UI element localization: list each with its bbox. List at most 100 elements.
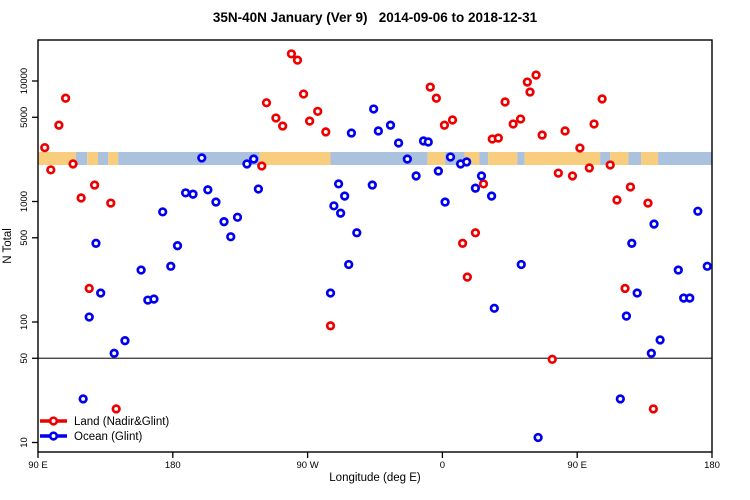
- data-point-land: [575, 143, 585, 153]
- data-point-land: [537, 130, 547, 140]
- x-tick-label: 180: [165, 460, 181, 471]
- data-point-ocean: [136, 265, 146, 275]
- data-point-ocean: [340, 191, 350, 201]
- data-point-land: [457, 238, 468, 248]
- data-point-ocean: [685, 293, 695, 303]
- data-point-land: [470, 228, 481, 238]
- plot-frame: [37, 39, 713, 453]
- y-tick-label: 10000: [19, 68, 30, 94]
- data-point-land: [425, 82, 435, 92]
- data-point-land: [292, 55, 303, 65]
- data-point-land: [478, 179, 489, 189]
- y-tick-label: 50: [19, 353, 30, 364]
- data-point-land: [597, 94, 607, 104]
- data-point-ocean: [673, 265, 683, 275]
- data-point-ocean: [232, 212, 243, 222]
- land-ocean-band-segment-land: [427, 152, 446, 165]
- data-point-land: [40, 142, 50, 153]
- data-point-land: [111, 404, 121, 414]
- data-point-ocean: [655, 335, 665, 345]
- land-ocean-band-segment-ocean: [330, 152, 428, 165]
- data-point-land: [560, 126, 570, 136]
- data-point-land: [89, 180, 100, 190]
- data-point-ocean: [333, 179, 344, 189]
- data-point-ocean: [615, 394, 625, 404]
- data-point-ocean: [385, 120, 396, 130]
- data-point-ocean: [646, 348, 656, 358]
- data-point-land: [46, 165, 56, 175]
- data-point-land: [605, 160, 615, 170]
- x-tick-label: 90 E: [28, 460, 48, 471]
- data-point-ocean: [203, 185, 213, 195]
- data-point-land: [515, 114, 526, 124]
- data-point-land: [304, 116, 315, 126]
- data-point-land: [547, 354, 557, 364]
- data-point-ocean: [78, 394, 88, 404]
- data-point-land: [508, 119, 518, 129]
- data-point-ocean: [109, 348, 119, 358]
- data-point-land: [106, 198, 116, 208]
- data-point-land: [493, 133, 503, 143]
- land-ocean-band-segment-ocean: [118, 152, 260, 165]
- data-point-ocean: [393, 138, 404, 148]
- data-point-land: [522, 77, 532, 87]
- land-ocean-band-segment-land: [87, 152, 98, 165]
- data-point-land: [286, 49, 297, 59]
- data-point-land: [278, 121, 288, 131]
- data-point-land: [431, 93, 441, 103]
- data-point-land: [643, 198, 653, 208]
- data-point-ocean: [188, 189, 198, 199]
- data-point-ocean: [649, 219, 659, 229]
- data-point-ocean: [352, 228, 362, 238]
- data-point-ocean: [632, 288, 642, 298]
- y-tick-label: 5000: [19, 107, 30, 128]
- data-point-ocean: [91, 238, 101, 248]
- data-point-ocean: [373, 126, 384, 136]
- data-point-ocean: [693, 206, 703, 216]
- data-point-land: [648, 404, 659, 414]
- data-point-land: [462, 272, 472, 282]
- data-point-ocean: [211, 197, 221, 207]
- y-tick-label: 100: [19, 314, 30, 330]
- data-point-ocean: [158, 207, 168, 217]
- legend-marker-land: [48, 416, 59, 426]
- data-point-ocean: [486, 191, 497, 201]
- data-point-land: [257, 161, 267, 171]
- x-axis-label: Longitude (deg E): [329, 472, 421, 484]
- y-axis-label: N Total: [2, 228, 14, 264]
- data-point-ocean: [335, 208, 346, 218]
- land-ocean-band-segment-land: [488, 152, 518, 165]
- land-ocean-band-segment-ocean: [600, 152, 611, 165]
- data-point-land: [589, 119, 599, 129]
- data-point-ocean: [702, 261, 712, 271]
- data-point-land: [54, 120, 64, 130]
- land-ocean-band-segment-land: [38, 152, 76, 165]
- data-point-ocean: [621, 311, 632, 321]
- data-point-land: [567, 171, 578, 181]
- data-point-ocean: [476, 171, 487, 181]
- data-point-ocean: [325, 288, 336, 298]
- data-point-ocean: [197, 153, 207, 163]
- data-point-land: [68, 159, 78, 169]
- data-point-land: [625, 182, 636, 192]
- land-ocean-band-segment-ocean: [517, 152, 525, 165]
- data-point-ocean: [226, 232, 236, 242]
- data-point-land: [525, 87, 535, 97]
- data-point-ocean: [411, 171, 421, 181]
- x-tick-label: 180: [704, 460, 720, 471]
- data-point-ocean: [533, 432, 543, 443]
- x-tick-label: 90 W: [297, 460, 319, 471]
- data-point-ocean: [180, 188, 191, 198]
- data-point-land: [313, 106, 323, 116]
- land-ocean-band-segment-land: [108, 152, 119, 165]
- data-point-land: [612, 195, 622, 205]
- y-tick-label: 1000: [19, 191, 30, 212]
- data-point-land: [584, 163, 594, 173]
- land-ocean-band-segment-land: [610, 152, 629, 165]
- data-point-ocean: [440, 197, 450, 207]
- land-ocean-band-segment-ocean: [75, 152, 88, 165]
- y-tick-label: 500: [19, 230, 30, 246]
- data-point-ocean: [402, 154, 413, 164]
